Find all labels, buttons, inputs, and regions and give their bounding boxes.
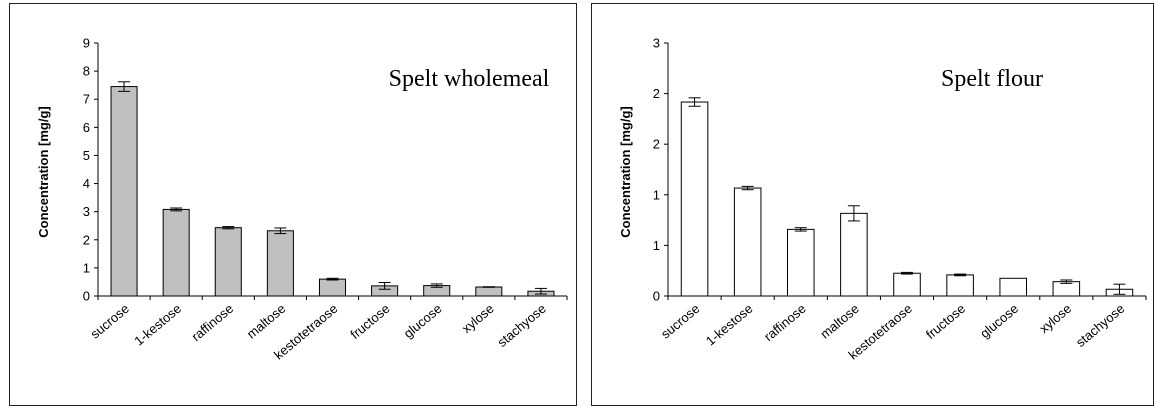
- bar-sucrose: [110, 86, 138, 297]
- x-tick-label: maltose: [817, 301, 862, 342]
- x-tick-label: stachyose: [1073, 301, 1127, 350]
- chart-title: Spelt wholemeal: [389, 66, 550, 92]
- y-tick-label: 8: [83, 64, 90, 79]
- y-tick-label: 6: [83, 120, 90, 135]
- y-tick-label: 0: [653, 289, 660, 304]
- axes-group: sucrose 1-kestose raffinose maltosekestotet…: [653, 36, 1147, 362]
- y-tick-label: 1: [653, 238, 660, 253]
- y-axis-label: Concentration [mg/g]: [36, 106, 51, 237]
- bars-group: [680, 97, 1134, 297]
- y-tick-label: 5: [83, 148, 90, 163]
- chart-title: Spelt flour: [941, 66, 1043, 92]
- bar-maltose: [840, 212, 868, 297]
- x-tick-label: maltose: [244, 301, 289, 342]
- x-tick-label: raffinose: [761, 301, 809, 344]
- x-tick-label: 1-kestose: [703, 301, 756, 349]
- y-tick-label: 3: [83, 204, 90, 219]
- x-tick-label: xylose: [1036, 301, 1074, 336]
- chart-svg-spelt-flour: sucrose 1-kestose raffinose maltosekestotet…: [618, 36, 1147, 362]
- bar-maltose: [266, 230, 294, 297]
- y-tick-label: 1: [83, 260, 90, 275]
- x-tick-label: raffinose: [189, 301, 237, 344]
- y-tick-label: 2: [83, 232, 90, 247]
- y-tick-label: 2: [653, 86, 660, 101]
- bar-xylose: [475, 286, 503, 297]
- bar-kestotetraose: [893, 272, 921, 297]
- chart-svg-spelt-wholemeal: sucrose 1-kestose raffinose maltosekestotet…: [36, 36, 568, 362]
- x-tick-label: fructose: [923, 301, 968, 342]
- chart-panel-spelt-wholemeal: sucrose 1-kestose raffinose maltose kestotet…: [9, 3, 577, 406]
- x-tick-label: xylose: [459, 301, 497, 336]
- y-tick-label: 2: [653, 137, 660, 152]
- x-tick-label: fructose: [347, 301, 392, 342]
- x-tick-label: stachyose: [494, 301, 548, 350]
- y-tick-label: 9: [83, 36, 90, 51]
- bar-fructose: [946, 274, 974, 297]
- y-tick-label: 1: [653, 187, 660, 202]
- y-tick-label: 4: [83, 176, 90, 191]
- y-axis-label: Concentration [mg/g]: [618, 106, 633, 237]
- x-tick-label: glucose: [401, 301, 445, 341]
- x-tick-label: glucose: [977, 301, 1021, 341]
- bar-1-kestose: [162, 208, 190, 297]
- x-tick-label: 1-kestose: [131, 301, 184, 349]
- y-tick-label: 0: [83, 289, 90, 304]
- bar-raffinose: [787, 228, 815, 297]
- x-tick-label: sucrose: [87, 301, 132, 342]
- y-tick-label: 7: [83, 92, 90, 107]
- bars-group: [110, 81, 555, 297]
- bar-sucrose: [680, 101, 709, 297]
- bar-raffinose: [214, 227, 242, 297]
- x-tick-label: sucrose: [658, 301, 703, 342]
- bar-kestotetraose: [318, 278, 347, 297]
- chart-panel-spelt-flour: sucrose 1-kestose raffinose maltose kestotet…: [591, 3, 1154, 406]
- bar-glucose: [999, 277, 1028, 297]
- y-tick-label: 3: [653, 36, 660, 51]
- bar-1-kestose: [733, 187, 762, 297]
